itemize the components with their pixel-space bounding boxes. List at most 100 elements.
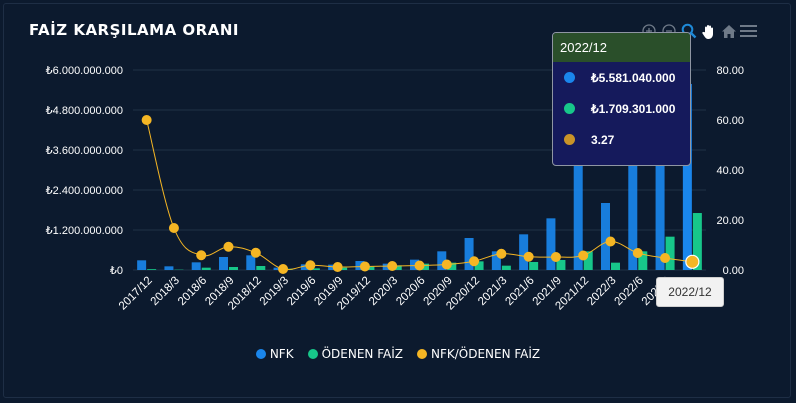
- bar-nfk: [328, 264, 338, 270]
- legend-item-odenen-faiz[interactable]: ÖDENEN FAİZ: [307, 347, 403, 361]
- x-tick-label: 2022/3: [585, 275, 618, 308]
- bar-odenen-faiz: [474, 261, 484, 270]
- tooltip-header: 2022/12: [553, 33, 690, 62]
- bar-nfk: [601, 203, 610, 270]
- ratio-point: [250, 247, 261, 258]
- tooltip-marker-ratio: [564, 134, 575, 145]
- home-icon[interactable]: [720, 22, 737, 40]
- legend-item-nfk[interactable]: NFK: [255, 347, 294, 361]
- bar-odenen-faiz: [147, 269, 157, 270]
- x-tick-label: 2021/3: [476, 275, 509, 308]
- ratio-point: [605, 236, 616, 247]
- x-axis: 2017/122018/32018/62018/92018/122019/320…: [117, 275, 673, 313]
- bar-nfk: [628, 146, 638, 270]
- ratio-point: [660, 253, 671, 263]
- x-tick-label: 2019/3: [258, 275, 291, 308]
- bar-odenen-faiz: [556, 260, 566, 270]
- legend-label-odenen-faiz: ÖDENEN FAİZ: [321, 347, 403, 361]
- tooltip-row-nfk: ₺5.581.040.000: [553, 62, 690, 93]
- tooltip-value-odenen-faiz: ₺1.709.301.000: [591, 101, 676, 116]
- bar-odenen-faiz: [310, 268, 320, 270]
- y-left-tick-label: ₺3.600.000.000: [46, 145, 123, 157]
- y-right-tick-label: 0.00: [723, 265, 744, 277]
- y-left-tick-label: ₺0: [110, 265, 123, 277]
- bar-odenen-faiz: [529, 262, 539, 270]
- ratio-point: [332, 262, 343, 272]
- menu-icon[interactable]: [740, 22, 757, 40]
- bar-odenen-faiz: [692, 213, 702, 270]
- x-tick-label: 2019/6: [285, 275, 318, 308]
- bar-nfk: [191, 262, 201, 270]
- ratio-point: [469, 256, 480, 267]
- bar-odenen-faiz: [392, 265, 402, 270]
- ratio-point: [550, 252, 561, 262]
- x-tick-label: 2022/6: [613, 275, 646, 308]
- x-tick-label: 2017/12: [117, 275, 155, 313]
- bar-nfk: [137, 260, 147, 270]
- ratio-point: [141, 115, 152, 125]
- bar-nfk: [682, 83, 692, 270]
- tooltip-value-ratio: 3.27: [591, 132, 615, 147]
- y-left-tick-label: ₺1.200.000.000: [46, 225, 123, 237]
- bar-nfk: [655, 100, 665, 271]
- bar-nfk: [355, 261, 365, 270]
- x-tick-label: 2018/6: [176, 275, 209, 308]
- x-axis-tooltip: 2022/12: [656, 277, 724, 307]
- ratio-point: [496, 248, 507, 259]
- bar-odenen-faiz: [256, 266, 266, 270]
- ratio-point: [441, 259, 452, 270]
- data-tooltip: 2022/12 ₺5.581.040.000 ₺1.709.301.000 3.…: [552, 32, 691, 166]
- bar-nfk: [273, 267, 283, 270]
- bar-odenen-faiz: [501, 265, 511, 270]
- y-right-tick-label: 20.00: [716, 215, 744, 227]
- ratio-point: [196, 250, 207, 261]
- bar-odenen-faiz: [338, 267, 348, 270]
- bar-odenen-faiz: [665, 236, 675, 270]
- bar-odenen-faiz: [420, 263, 429, 270]
- y-right-tick-label: 40.00: [716, 165, 744, 177]
- legend-marker-ratio: [416, 349, 427, 359]
- bar-odenen-faiz: [638, 251, 648, 270]
- bar-nfk: [382, 263, 392, 270]
- y-left-tick-label: ₺2.400.000.000: [46, 185, 123, 197]
- bar-nfk: [300, 264, 310, 270]
- chart-title: FAİZ KARŞILAMA ORANI: [29, 21, 239, 39]
- legend-label-nfk: NFK: [269, 347, 294, 361]
- ratio-point: [359, 261, 370, 272]
- x-tick-label: 2020/6: [394, 275, 427, 308]
- bar-nfk: [410, 259, 419, 270]
- ratio-point: [414, 260, 425, 271]
- tooltip-marker-nfk: [564, 72, 575, 83]
- bar-nfk: [164, 266, 174, 270]
- y-right-tick-label: 80.00: [716, 65, 744, 77]
- bar-nfk: [573, 150, 583, 270]
- ratio-line: [141, 115, 700, 274]
- pan-icon[interactable]: [700, 22, 717, 40]
- bar-odenen-faiz: [447, 262, 457, 270]
- ratio-point: [278, 264, 289, 274]
- x-tick-label: 2021/6: [503, 275, 536, 308]
- ratio-point: [632, 248, 643, 258]
- tooltip-row-ratio: 3.27: [553, 124, 690, 155]
- tooltip-marker-odenen-faiz: [564, 103, 575, 114]
- right-axis: 0.00 20.00 40.00 60.00 80.00: [716, 65, 744, 277]
- y-right-tick-label: 60.00: [716, 115, 744, 127]
- y-left-tick-label: ₺4.800.000.000: [46, 105, 123, 117]
- bar-nfk: [219, 257, 228, 270]
- legend-marker-odenen-faiz: [307, 349, 318, 359]
- bar-odenen-faiz: [229, 267, 238, 270]
- legend-marker-nfk: [255, 349, 266, 359]
- bar-odenen-faiz: [201, 267, 211, 270]
- bar-nfk: [519, 234, 529, 270]
- left-axis: ₺0 ₺1.200.000.000 ₺2.400.000.000 ₺3.600.000…: [46, 65, 123, 277]
- ratio-point: [578, 250, 589, 261]
- chart-legend: NFK ÖDENEN FAİZ NFK/ÖDENEN FAİZ: [0, 347, 796, 361]
- bar-odenen-faiz: [611, 262, 620, 270]
- x-tick-label: 2020/3: [367, 275, 400, 308]
- tooltip-row-odenen-faiz: ₺1.709.301.000: [553, 93, 690, 124]
- bar-nfk: [246, 255, 256, 270]
- bar-odenen-faiz: [583, 251, 593, 270]
- y-left-tick-label: ₺6.000.000.000: [46, 65, 123, 77]
- legend-item-ratio[interactable]: NFK/ÖDENEN FAİZ: [416, 347, 540, 361]
- ratio-point: [305, 260, 316, 271]
